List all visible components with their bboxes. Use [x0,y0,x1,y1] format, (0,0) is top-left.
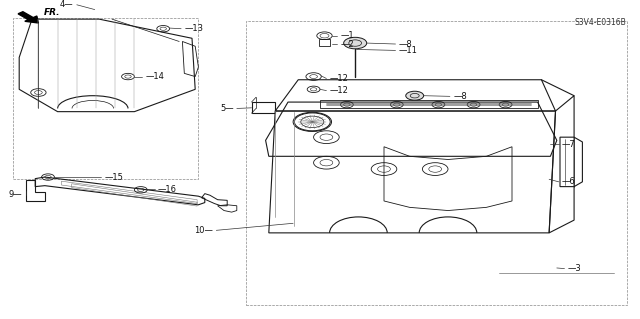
Text: 4—: 4— [60,0,74,9]
Text: —12: —12 [330,74,348,83]
Text: —12: —12 [330,86,348,95]
Circle shape [344,37,367,49]
Text: —3: —3 [568,264,581,273]
Text: S3V4-E0316B: S3V4-E0316B [574,18,626,27]
Text: —6: —6 [562,177,575,186]
Bar [246,21,627,305]
Text: 9—: 9— [9,190,22,199]
Bar [319,39,330,46]
Text: —8: —8 [399,40,412,48]
FancyArrow shape [18,12,38,23]
Circle shape [406,91,424,100]
Text: —14: —14 [145,72,164,81]
Text: FR.: FR. [44,8,60,17]
Text: —15: —15 [104,173,123,182]
Bar [13,18,198,179]
Text: —2: —2 [340,40,354,48]
Text: 10—: 10— [195,226,213,235]
Text: 5—: 5— [220,104,234,113]
Text: —13: —13 [184,24,204,33]
Text: —8: —8 [453,92,467,101]
Text: —1: —1 [340,31,354,40]
Text: —11: —11 [399,46,417,55]
Text: —16: —16 [158,185,177,194]
Text: —7: —7 [562,140,575,149]
